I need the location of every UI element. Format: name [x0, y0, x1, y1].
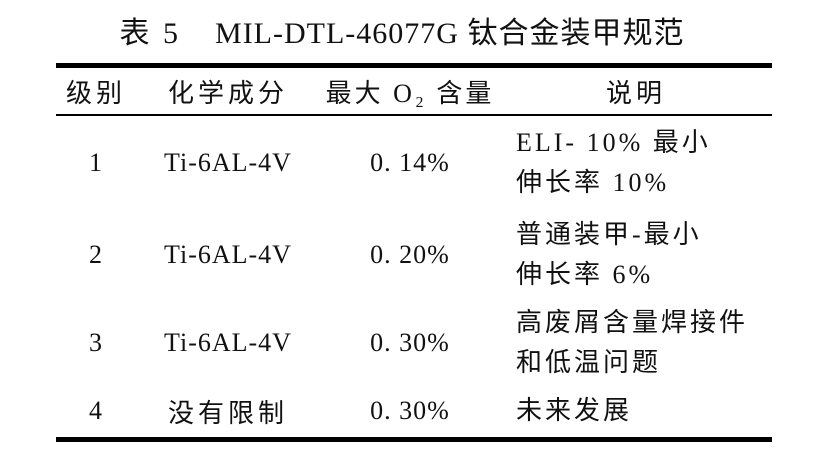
o2-cell: 0. 30% [370, 396, 450, 425]
composition-cell: Ti-6AL-4V [164, 148, 292, 177]
description-cell: 高废屑含量焊接件 和低温问题 [500, 300, 772, 385]
header-composition: 化学成分 [136, 65, 320, 116]
grade-cell: 4 [89, 396, 103, 425]
header-row: 级别 化学成分 最大 O₂ 含量 说明 [56, 65, 772, 116]
spec-table: 级别 化学成分 最大 O₂ 含量 说明 1 Ti-6AL-4V 0. 14% E… [56, 63, 772, 442]
page: 表 5 MIL-DTL-46077G 钛合金装甲规范 级别 化学成分 最大 O₂ … [0, 14, 839, 442]
description-cell: 未来发展 [500, 385, 772, 440]
o2-cell: 0. 14% [370, 148, 450, 177]
grade-cell: 3 [89, 327, 103, 357]
table-row: 1 Ti-6AL-4V 0. 14% ELI- 10% 最小 伸长率 10% [56, 115, 772, 210]
header-description: 说明 [500, 65, 772, 116]
description-line: 和低温问题 [516, 347, 662, 377]
table-caption: 表 5 MIL-DTL-46077G 钛合金装甲规范 [44, 14, 760, 54]
description-cell: ELI- 10% 最小 伸长率 10% [500, 115, 772, 210]
description-line: 未来发展 [516, 396, 633, 425]
grade-cell: 1 [89, 148, 103, 177]
grade-cell: 2 [89, 240, 103, 269]
header-max-o2: 最大 O₂ 含量 [320, 65, 500, 116]
description-line: 普通装甲-最小 [516, 220, 702, 249]
composition-cell: Ti-6AL-4V [164, 327, 292, 357]
table-row: 2 Ti-6AL-4V 0. 20% 普通装甲-最小 伸长率 6% [56, 210, 772, 300]
table-title: MIL-DTL-46077G 钛合金装甲规范 [215, 17, 685, 50]
table-number: 表 5 [119, 17, 182, 50]
description-line: 伸长率 6% [516, 260, 654, 289]
description-line: 高废屑含量焊接件 [516, 307, 749, 337]
description-line: 伸长率 10% [516, 168, 670, 197]
composition-cell: 没有限制 [167, 398, 288, 428]
table-row: 3 Ti-6AL-4V 0. 30% 高废屑含量焊接件 和低温问题 [56, 300, 772, 385]
composition-cell: Ti-6AL-4V [164, 240, 292, 269]
description-line: ELI- 10% 最小 [516, 128, 711, 157]
o2-cell: 0. 20% [370, 240, 450, 269]
description-cell: 普通装甲-最小 伸长率 6% [500, 210, 772, 300]
header-grade: 级别 [56, 65, 136, 116]
table-row: 4 没有限制 0. 30% 未来发展 [56, 385, 772, 440]
o2-cell: 0. 30% [370, 327, 450, 357]
